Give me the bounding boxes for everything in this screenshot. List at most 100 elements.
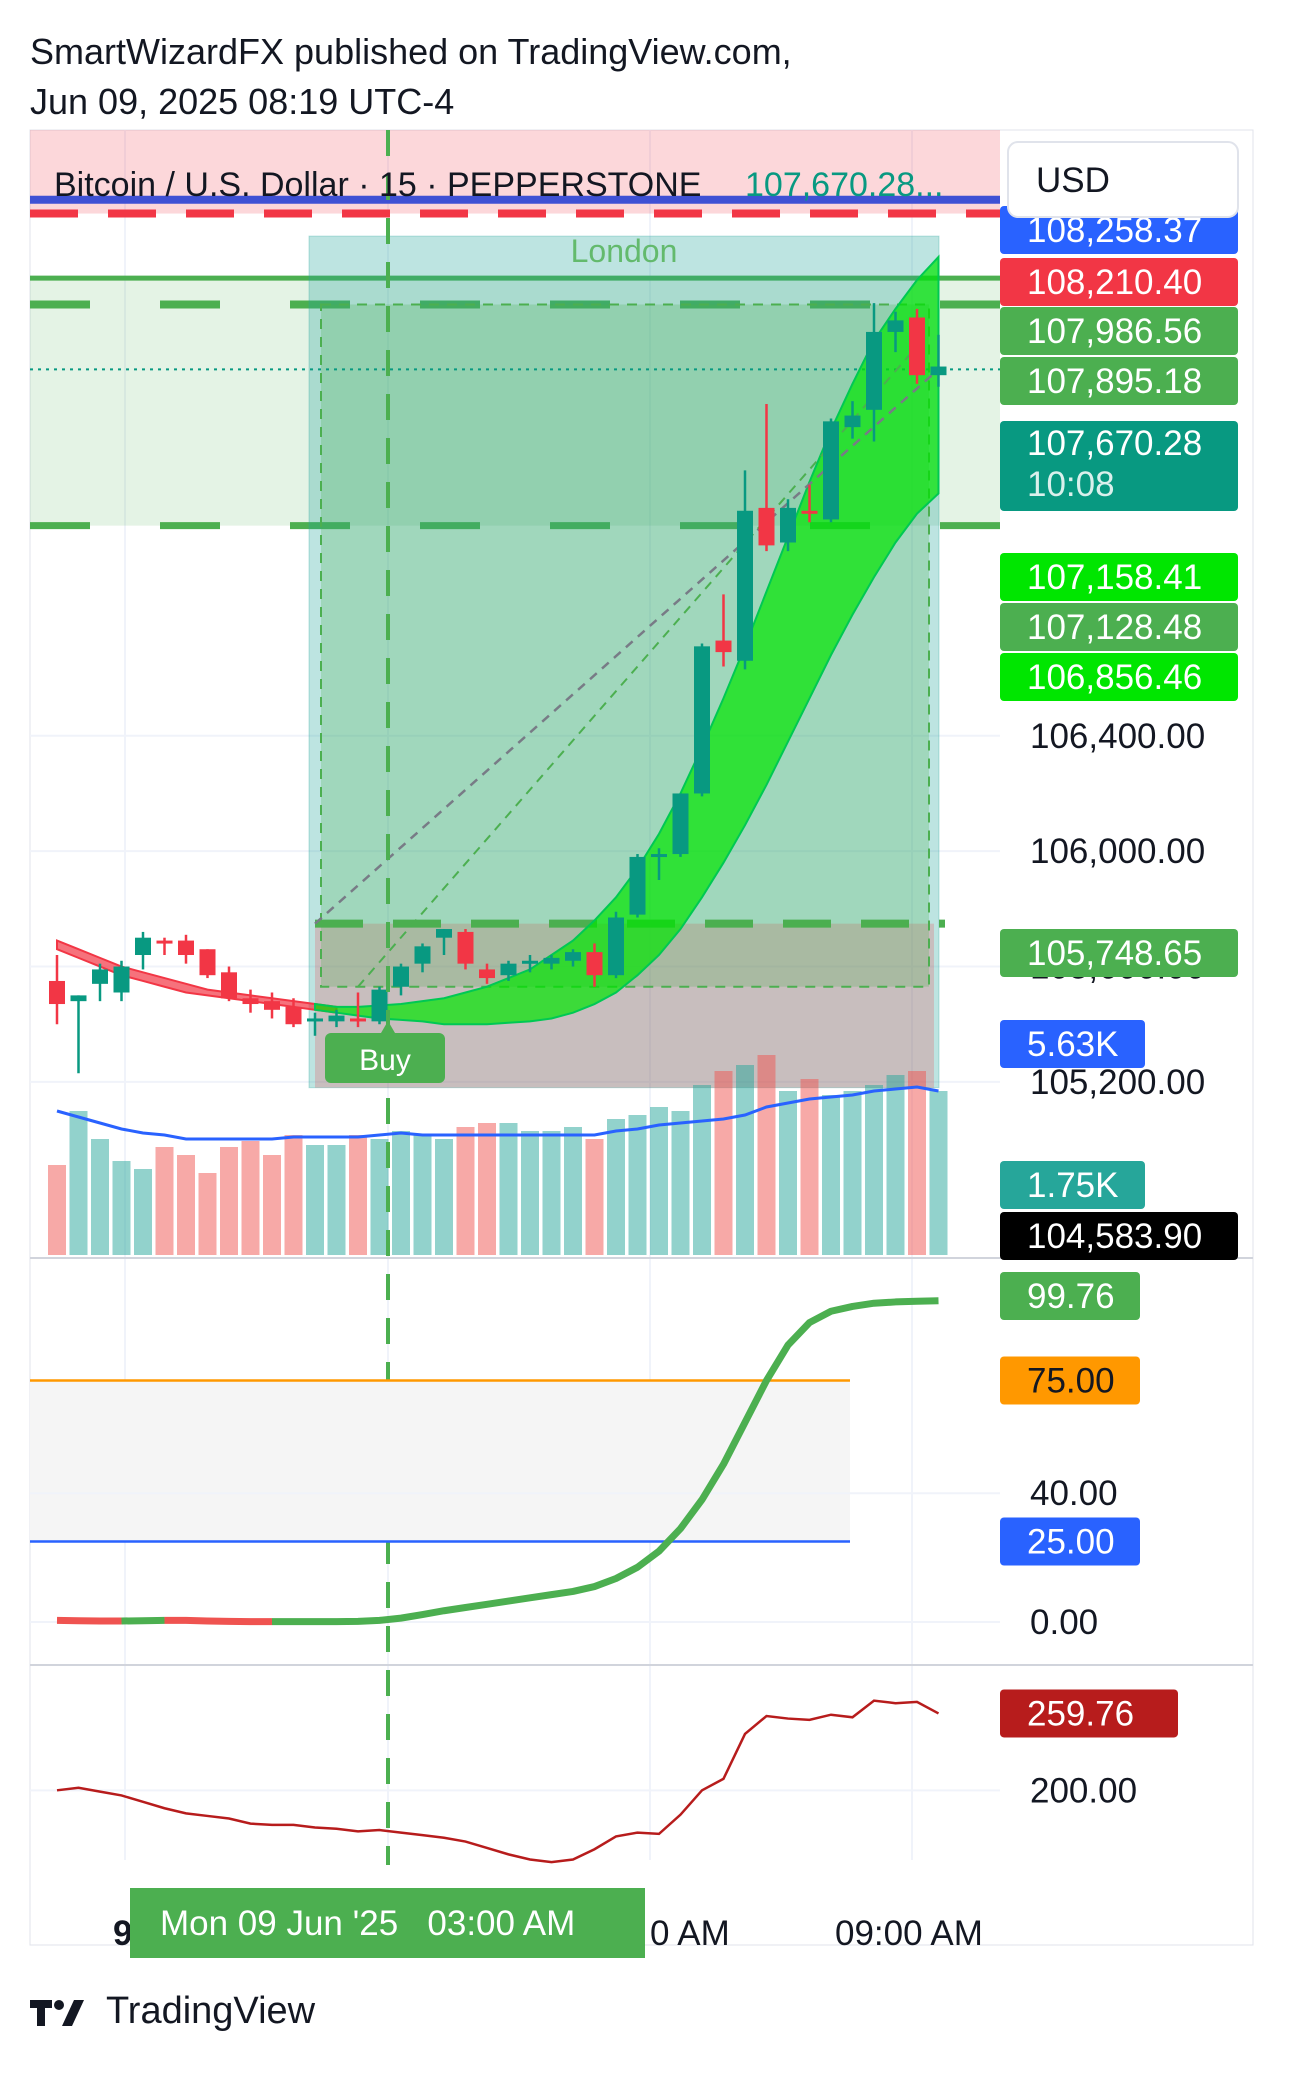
price-label-text: 107,158.41 [1027, 558, 1202, 597]
volume-bar [306, 1145, 324, 1255]
price-label-text: 107,986.56 [1027, 312, 1202, 351]
candle-body [113, 966, 130, 993]
volume-bar [736, 1065, 754, 1255]
volume-bar [908, 1071, 926, 1255]
oscillator-level-badge: 25.00 [1000, 1517, 1140, 1566]
currency-button-bg [1007, 141, 1239, 218]
candle-body [887, 320, 904, 332]
candle-body [586, 952, 603, 976]
price-axis-label: 106,400.00 [1030, 717, 1205, 756]
price-label-bg [1000, 553, 1238, 601]
symbol-last-price: 107,670.28... [745, 166, 944, 204]
price-label-badge: 108,210.40 [1000, 258, 1238, 306]
price-label-text: 1.75K [1027, 1166, 1118, 1205]
volume-bar [69, 1111, 88, 1255]
oscillator-line [272, 1297, 939, 1626]
badge-bg [1000, 1356, 1140, 1405]
volume-bar [757, 1055, 776, 1255]
volume-bar [284, 1135, 303, 1255]
candle-body [565, 952, 581, 961]
candle-body [457, 931, 474, 964]
candle-body [371, 989, 388, 1022]
candle-body [651, 854, 667, 858]
buy-badge [325, 1033, 445, 1083]
volume-bar [822, 1095, 840, 1255]
candle-body [436, 929, 452, 938]
volume-bar [198, 1173, 217, 1255]
volume-bar [714, 1071, 733, 1255]
price-label-bg [1000, 258, 1238, 306]
candle-body [242, 998, 259, 1005]
volume-bar [435, 1139, 453, 1255]
volume-bar [413, 1135, 432, 1255]
candle-body [307, 1018, 323, 1022]
candle-body [221, 972, 237, 999]
buy-marker: Buy [325, 1021, 445, 1083]
price-label-text: 104,583.90 [1027, 1217, 1202, 1256]
volume-bar [456, 1127, 475, 1255]
oscillator-band [30, 1380, 850, 1542]
candle-body [285, 1006, 302, 1025]
price-label-text: 105,748.65 [1027, 934, 1202, 973]
volume-bar [220, 1147, 238, 1255]
publish-date: Jun 09, 2025 08:19 UTC-4 [30, 81, 455, 122]
candle-body [393, 966, 409, 987]
candle-body [135, 937, 151, 955]
price-label-badge: 107,158.41 [1000, 553, 1238, 601]
volume-ma-line [56, 1085, 939, 1141]
candle-body [608, 917, 624, 976]
candle-body [801, 510, 818, 514]
volume-bar [886, 1075, 905, 1255]
symbol-title: Bitcoin / U.S. Dollar · 15 · PEPPERSTONE [54, 166, 701, 204]
badge-text: 75.00 [1027, 1362, 1115, 1401]
volume-bar [843, 1091, 862, 1255]
candle-body [823, 421, 839, 520]
volume-bar [134, 1169, 152, 1255]
candle-body [694, 646, 710, 794]
volume-bar [263, 1155, 281, 1255]
candle-body [629, 856, 646, 915]
candle-body [737, 510, 753, 661]
price-label-badge: 106,856.46 [1000, 653, 1238, 701]
price-label-bg [1000, 307, 1238, 355]
price-label-text: 107,670.28 [1027, 424, 1202, 463]
volume-bar [865, 1085, 883, 1255]
price-label-badge: 104,583.90 [1000, 1212, 1238, 1260]
volume-bar [693, 1085, 711, 1255]
candle-body [715, 640, 732, 653]
volume-bar [241, 1141, 260, 1255]
price-label-badge: 107,128.48 [1000, 603, 1238, 651]
volume-bar [177, 1155, 195, 1255]
candle-body [780, 507, 796, 543]
candle-body [199, 949, 216, 976]
oscillator-level-badge: 75.00 [1000, 1356, 1140, 1405]
price-label-text: 5.63K [1027, 1025, 1118, 1064]
price-label-bg [1000, 653, 1238, 701]
price-label-badge: 107,986.56 [1000, 307, 1238, 355]
volume-bar [112, 1161, 131, 1255]
currency-button: USD [1007, 141, 1239, 218]
candle-body [49, 980, 65, 1005]
oscillator-line-bearish [164, 1616, 272, 1626]
badge-bg [1000, 1272, 1140, 1320]
tradingview-logo-icon [30, 1999, 84, 2026]
candle-body [328, 1015, 345, 1022]
buy-label: Buy [359, 1044, 411, 1077]
currency-button-label: USD [1036, 161, 1110, 200]
volume-bar [521, 1131, 539, 1255]
volume-bar [542, 1131, 561, 1255]
price-label-bg [1000, 1212, 1238, 1260]
candle-body [909, 317, 925, 376]
candle-body [543, 957, 560, 964]
candle-body [844, 415, 861, 428]
volume-bar [607, 1119, 625, 1255]
oscillator-axis-label: 40.00 [1030, 1474, 1118, 1513]
oscillator-axis-label: 0.00 [1030, 1603, 1098, 1642]
badge-text: 25.00 [1027, 1523, 1115, 1562]
volume-bar [48, 1165, 66, 1255]
candle-body [414, 946, 431, 964]
price-label-bg [1000, 1161, 1145, 1209]
candle-body [500, 963, 517, 976]
price-axis-label: 105,200.00 [1030, 1063, 1205, 1102]
